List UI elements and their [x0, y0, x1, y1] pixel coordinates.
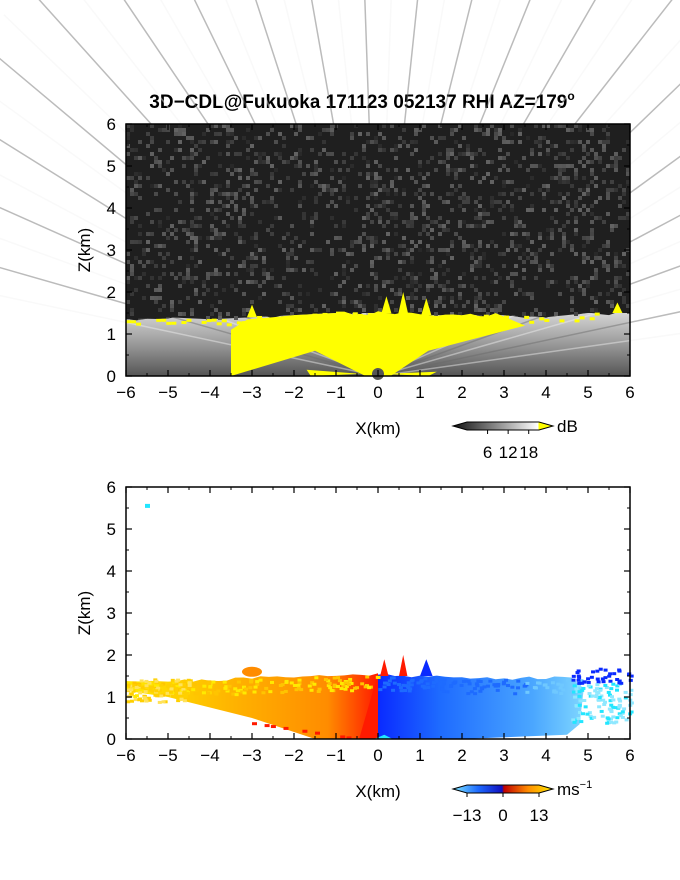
velocity-plume-blue [420, 659, 433, 676]
y-tick-label: 4 [107, 562, 116, 581]
velocity-plot-area [126, 487, 634, 740]
velocity-plume-red [399, 655, 408, 676]
x-tick-label: 0 [373, 746, 382, 765]
intensity-y-axis-label: Z(km) [75, 228, 94, 272]
colorbar-unit: dB [557, 417, 578, 436]
x-tick-label: −4 [200, 383, 219, 402]
ground-clutter-right [382, 371, 437, 376]
intensity-y-ticks: 0 1 2 3 4 5 6 [107, 115, 630, 386]
y-tick-label: 4 [107, 199, 116, 218]
x-tick-label: 5 [583, 746, 592, 765]
y-tick-label: 6 [107, 478, 116, 497]
x-tick-label: 6 [625, 746, 634, 765]
colorbar-tick-label: 6 [483, 443, 492, 462]
velocity-edge-pixels [126, 675, 584, 698]
x-tick-label: −6 [116, 383, 135, 402]
x-tick-label: −1 [326, 746, 345, 765]
y-tick-label: 0 [107, 367, 116, 386]
plume [612, 302, 623, 313]
x-tick-label: −5 [158, 383, 177, 402]
y-tick-label: 5 [107, 520, 116, 539]
x-tick-label: −2 [284, 383, 303, 402]
velocity-y-axis-label: Z(km) [75, 591, 94, 635]
x-tick-label: 6 [625, 383, 634, 402]
x-tick-label: 2 [457, 746, 466, 765]
x-tick-label: −6 [116, 746, 135, 765]
chart-title-degree: o [567, 89, 574, 103]
velocity-plume-orange [242, 666, 262, 677]
y-tick-label: 0 [107, 730, 116, 749]
red-shear-zone [359, 673, 378, 739]
intensity-x-ticks: −6 −5 −4 −3 −2 −1 0 1 2 3 4 5 6 [116, 124, 635, 402]
y-tick-label: 6 [107, 115, 116, 134]
radial-beam [0, 294, 379, 377]
intensity-noise-upper [126, 124, 630, 320]
velocity-colorbar: −13 0 13 ms−1 [451, 779, 592, 825]
y-tick-label: 1 [107, 325, 116, 344]
plume [246, 304, 258, 318]
colorbar-unit: ms−1 [557, 779, 592, 799]
x-tick-label: 2 [457, 383, 466, 402]
chart-title: 3D−CDL@Fukuoka 171123 052137 RHI AZ=179o [149, 89, 574, 113]
x-tick-label: −2 [284, 746, 303, 765]
y-tick-label: 2 [107, 646, 116, 665]
x-tick-label: −4 [200, 746, 219, 765]
x-tick-label: 3 [499, 383, 508, 402]
red-base-pixels [252, 722, 352, 740]
velocity-plume-red-2 [380, 659, 389, 676]
colorbar-tick-label: 12 [499, 443, 518, 462]
y-tick-label: 5 [107, 157, 116, 176]
intensity-colorbar: 6 12 18 dB [451, 417, 578, 462]
radial-beam [377, 332, 680, 377]
y-tick-label: 3 [107, 241, 116, 260]
colorbar-unit-exponent: −1 [580, 779, 593, 791]
saturation-region [231, 311, 525, 376]
colorbar-ramp [451, 784, 555, 794]
colorbar-tick-label: 18 [519, 443, 538, 462]
x-tick-label: −3 [242, 383, 261, 402]
colorbar-tick-label: −13 [453, 806, 482, 825]
y-tick-label: 2 [107, 283, 116, 302]
x-tick-label: 0 [373, 383, 382, 402]
chart-title-text: 3D−CDL@Fukuoka 171123 052137 RHI AZ=179 [149, 92, 567, 113]
x-tick-label: −3 [242, 746, 261, 765]
far-range-pixels [571, 667, 634, 725]
x-tick-label: 4 [541, 746, 550, 765]
receding-velocity-region [378, 673, 584, 739]
x-tick-label: 1 [415, 746, 424, 765]
colorbar-tick-label: 0 [498, 806, 507, 825]
y-tick-label: 1 [107, 688, 116, 707]
plume [381, 296, 392, 314]
colorbar-unit-base: ms [557, 780, 580, 799]
saturation-edge [126, 312, 600, 327]
plume [421, 298, 432, 316]
velocity-x-ticks: −6 −5 −4 −3 −2 −1 0 1 2 3 4 5 6 [116, 487, 635, 765]
velocity-x-axis-label: X(km) [355, 782, 400, 801]
x-tick-label: 5 [583, 383, 592, 402]
ground-clutter-left [306, 369, 362, 376]
x-tick-label: −1 [326, 383, 345, 402]
colorbar-tick-label: 13 [530, 806, 549, 825]
intensity-x-axis-label: X(km) [355, 419, 400, 438]
radial-beam [377, 311, 680, 377]
x-tick-label: 4 [541, 383, 550, 402]
velocity-y-ticks: 0 1 2 3 4 5 6 [107, 478, 630, 749]
colorbar-ramp [451, 421, 555, 431]
isolated-point [145, 503, 150, 508]
x-tick-label: 3 [499, 746, 508, 765]
near-range-pixels [126, 678, 193, 704]
plume [398, 292, 409, 315]
x-tick-label: −5 [158, 746, 177, 765]
x-tick-label: 1 [415, 383, 424, 402]
y-tick-label: 3 [107, 604, 116, 623]
intensity-plot-area [0, 0, 680, 380]
